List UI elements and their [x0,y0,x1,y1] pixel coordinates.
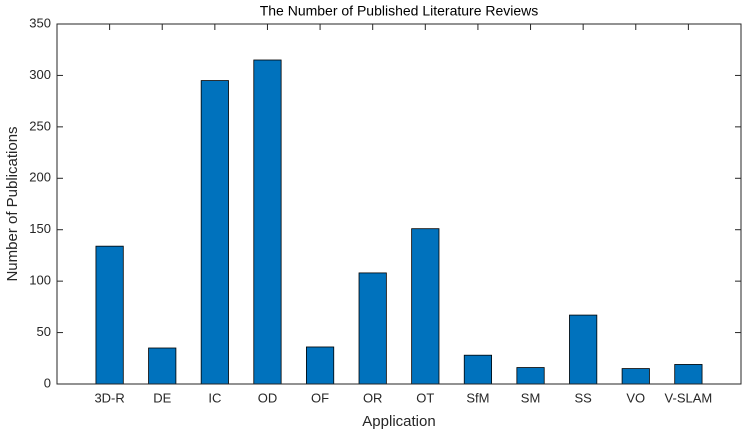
bar [200,80,229,385]
y-axis-label: Number of Publications [4,126,21,281]
bar [411,228,440,385]
y-tick-label: 50 [37,324,51,339]
x-axis-label: Application [362,413,435,430]
x-tick-label: IC [208,390,221,405]
bar [253,59,282,385]
x-tick-label: VO [626,390,645,405]
x-tick-label: SM [521,390,541,405]
bar [148,347,177,385]
y-tick-label: 350 [29,15,51,30]
bar [674,364,703,385]
x-tick-label: SS [574,390,592,405]
bar [358,272,387,385]
bar [621,368,650,385]
x-tick-label: OR [363,390,383,405]
x-tick-label: DE [153,390,171,405]
x-tick-label: SfM [466,390,489,405]
y-tick-label: 150 [29,221,51,236]
bar [463,354,493,385]
x-tick-label: 3D-R [94,390,124,405]
x-tick-label: V-SLAM [665,390,713,405]
bar [569,314,598,385]
bar [95,245,124,385]
bar [516,367,545,385]
x-tick-label: OT [416,390,434,405]
y-tick-label: 300 [29,67,51,82]
y-tick-label: 250 [29,118,51,133]
plot-frame [56,23,742,385]
y-tick-label: 0 [44,375,51,390]
x-tick-label: OF [311,390,329,405]
y-tick-label: 200 [29,170,51,185]
x-tick-label: OD [258,390,278,405]
chart-title: The Number of Published Literature Revie… [260,3,539,19]
y-tick-label: 100 [29,273,51,288]
bar [305,346,335,385]
